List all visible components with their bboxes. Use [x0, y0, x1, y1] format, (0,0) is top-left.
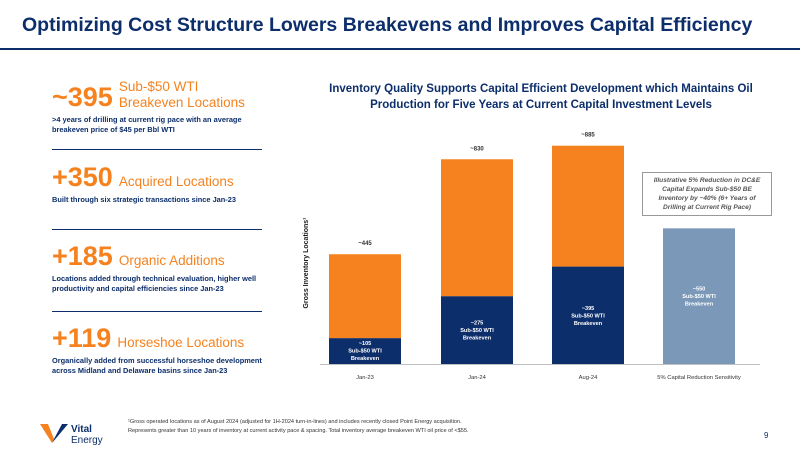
- stat-number: +119: [52, 323, 112, 353]
- stat-label: Sub-$50 WTI Breakeven Locations: [118, 79, 245, 110]
- bar-segment-remaining: [329, 254, 401, 339]
- bar-segment-remaining: [441, 159, 513, 297]
- stat-number: +185: [52, 241, 113, 271]
- stat-description: >4 years of drilling at current rig pace…: [52, 115, 242, 134]
- footnote: ¹Gross operated locations as of August 2…: [128, 418, 469, 436]
- stat-description: Organically added from successful horses…: [52, 356, 262, 375]
- vital-energy-logo: Vital Energy: [40, 424, 103, 446]
- stat-number: +350: [52, 162, 113, 192]
- stat-organic-additions: +185 Organic Additions Locations added t…: [52, 243, 264, 294]
- divider: [52, 311, 262, 312]
- bar-segment-sub50: [552, 266, 624, 364]
- x-tick-label: Jan-23: [356, 375, 374, 381]
- divider: [52, 229, 262, 230]
- bar-total-label: ~830: [470, 146, 484, 152]
- logo-text-line1: Vital: [71, 424, 92, 435]
- stat-horseshoe-locations: +119 Horseshoe Locations Organically add…: [52, 325, 264, 376]
- stat-label: Acquired Locations: [118, 173, 234, 189]
- title-rule: [0, 48, 800, 50]
- bar-segment-remaining: [552, 145, 624, 267]
- page-number: 9: [764, 431, 769, 440]
- bar-segment-label: ~395 Sub-$50 WTI Breakeven: [571, 306, 605, 327]
- bar-segment-sub50: [441, 296, 513, 364]
- bar-segment-sub50: [663, 228, 735, 364]
- chart-title: Inventory Quality Supports Capital Effic…: [329, 83, 753, 111]
- x-tick-label: Aug-24: [579, 375, 598, 381]
- stat-label: Horseshoe Locations: [117, 334, 245, 350]
- x-tick-label: Jan-24: [468, 375, 487, 381]
- footnote-line: ¹Gross operated locations as of August 2…: [128, 419, 462, 425]
- bar-segment-label: ~105 Sub-$50 WTI Breakeven: [348, 341, 382, 362]
- stat-description: Locations added through technical evalua…: [52, 274, 257, 293]
- bar-total-label: ~885: [581, 133, 595, 139]
- logo-mark-navy: [52, 424, 68, 443]
- divider: [52, 149, 262, 150]
- inventory-bar-chart: Gross Inventory Locations¹ ~105 Sub-$50 WT…: [303, 133, 760, 381]
- page-title: Optimizing Cost Structure Lowers Breakev…: [22, 14, 753, 36]
- stat-number: ~395: [52, 82, 113, 112]
- bar-total-label: ~445: [358, 241, 372, 247]
- y-axis-label: Gross Inventory Locations¹: [303, 217, 310, 309]
- logo-text-line2: Energy: [71, 435, 103, 446]
- stat-breakeven-locations: ~395 Sub-$50 WTI Breakeven Locations >4 …: [52, 79, 264, 135]
- stat-label: Organic Additions: [118, 252, 225, 268]
- bar-segment-label: ~550 Sub-$50 WTI Breakeven: [682, 286, 716, 307]
- logo-mark-orange: [40, 424, 54, 443]
- stat-acquired-locations: +350 Acquired Locations Built through si…: [52, 164, 264, 205]
- sensitivity-callout: Illustrative 5% Reduction in DC&E Capita…: [642, 172, 772, 216]
- stat-description: Built through six strategic transactions…: [52, 195, 236, 204]
- footnote-line: Represents greater than 10 years of inve…: [128, 428, 469, 434]
- bar-segment-sub50: [329, 338, 401, 364]
- bar-segment-label: ~275 Sub-$50 WTI Breakeven: [460, 321, 494, 342]
- x-tick-label: 5% Capital Reduction Sensitivity: [657, 375, 741, 381]
